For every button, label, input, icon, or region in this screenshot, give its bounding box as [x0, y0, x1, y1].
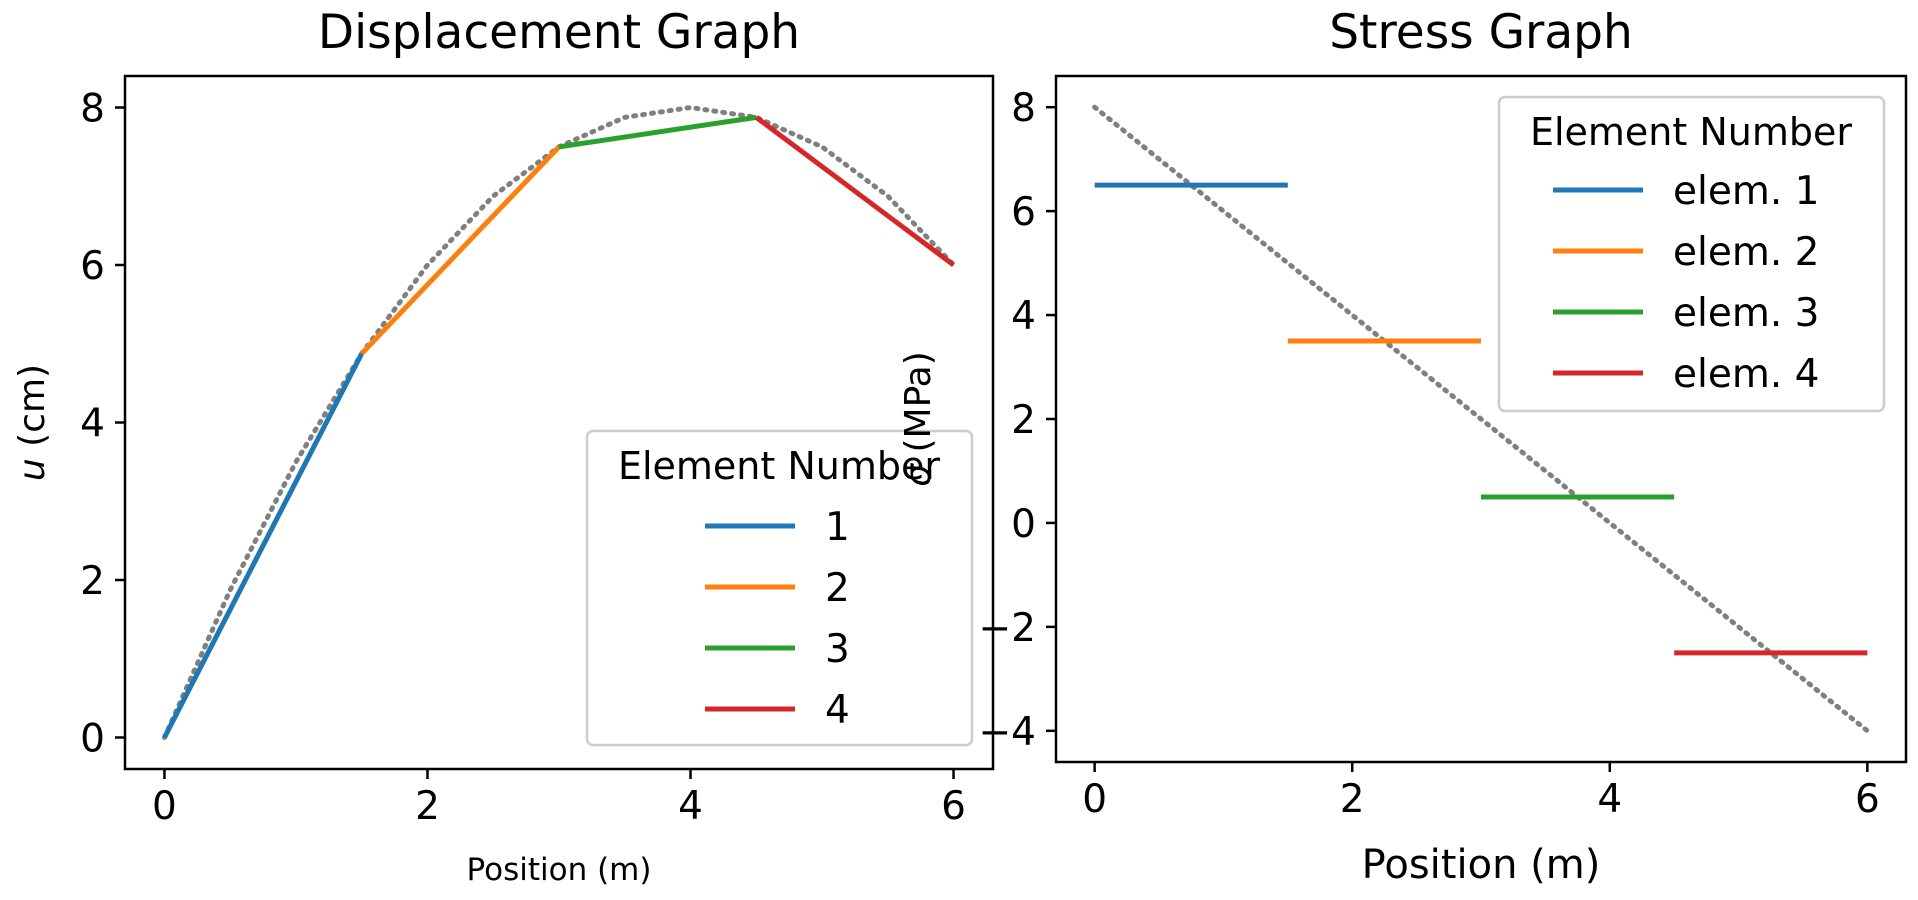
legend-title: Element Number	[1530, 110, 1852, 154]
legend-label-1: elem. 1	[1673, 169, 1819, 214]
y-tick-label: 4	[80, 402, 105, 447]
x-axis-label: Position (m)	[467, 852, 652, 888]
x-tick-label: 6	[1855, 777, 1880, 822]
y-tick-label: 8	[80, 87, 105, 132]
y-axis-label: σ (MPa)	[898, 351, 939, 487]
legend: Element Number 1 2 3 4	[585, 429, 974, 747]
y-tick-label: 6	[1011, 190, 1036, 235]
y-tick-label: 4	[1011, 294, 1036, 339]
chart-title: Displacement Graph	[318, 5, 800, 60]
reference-curve	[1092, 104, 1870, 734]
y-axis-label-variable: σ	[898, 463, 939, 487]
legend-label-2: 2	[825, 566, 850, 611]
series-line-4	[754, 115, 956, 268]
legend-label-4: elem. 4	[1673, 352, 1819, 397]
x-tick-label: 4	[678, 784, 703, 829]
y-axis-label-unit: (MPa)	[898, 351, 939, 464]
y-tick-label: 0	[1011, 502, 1036, 547]
series-line-2	[359, 145, 561, 356]
y-tick-label: 2	[1011, 398, 1036, 443]
legend-label-2: elem. 2	[1673, 230, 1819, 275]
y-axis-label: u (cm)	[12, 364, 53, 481]
legend-label-4: 4	[825, 688, 850, 733]
x-tick-label: 2	[1340, 777, 1365, 822]
legend-label-3: 3	[825, 627, 850, 672]
legend-box	[1497, 95, 1886, 413]
series-line-1	[162, 352, 364, 739]
x-axis-label: Position (m)	[1362, 842, 1601, 888]
chart-title: Stress Graph	[1329, 5, 1633, 60]
legend-label-3: elem. 3	[1673, 291, 1819, 336]
x-tick-label: 6	[941, 784, 966, 829]
x-tick-label: 2	[415, 784, 440, 829]
x-tick-label: 4	[1597, 777, 1622, 822]
x-tick-label: 0	[152, 784, 177, 829]
legend-title: Element Number	[618, 444, 940, 488]
legend-label-1: 1	[825, 505, 850, 550]
x-tick-label: 0	[1082, 777, 1107, 822]
y-tick-label: 6	[80, 244, 105, 289]
y-axis-label-unit: (cm)	[12, 364, 53, 458]
y-tick-label: 0	[80, 717, 105, 762]
y-tick-label: 2	[80, 559, 105, 604]
stress-chart: Stress Graph 0 2 4 6 −4 −2 0 2 4 6 8 Position (m) σ (…	[898, 5, 1908, 888]
y-tick-label: −2	[979, 606, 1037, 651]
y-tick-label: 8	[1011, 86, 1036, 131]
displacement-chart: Displacement Graph 0 2 4 6 0 2 4 6 8 Position (m) u…	[12, 5, 995, 888]
y-tick-label: −4	[979, 710, 1037, 755]
series-line-3	[558, 114, 757, 150]
y-axis-label-variable: u	[12, 458, 53, 481]
legend: Element Number elem. 1 elem. 2 elem. 3 elem.…	[1497, 95, 1886, 413]
